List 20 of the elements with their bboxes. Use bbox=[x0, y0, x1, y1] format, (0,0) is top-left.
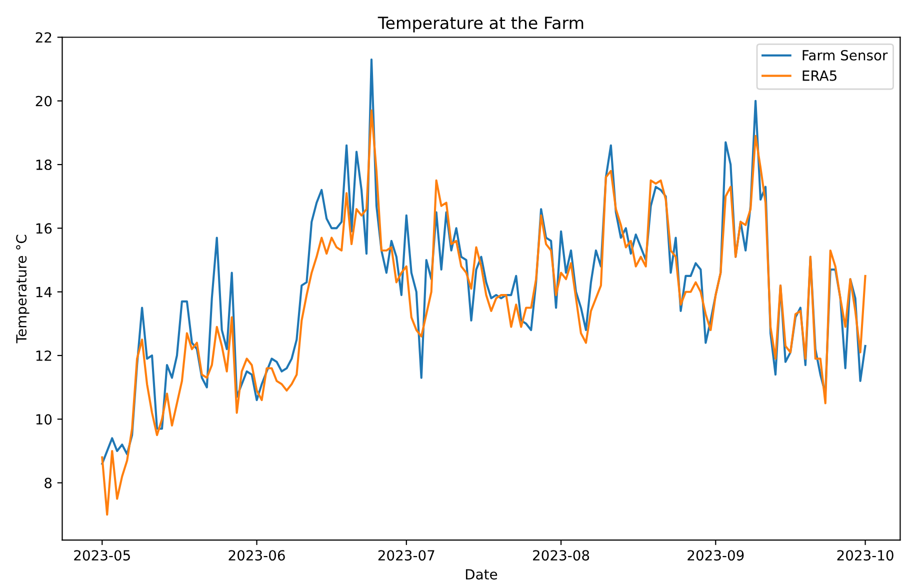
y-tick-label: 12 bbox=[36, 350, 52, 361]
x-tick-label: 2023-08 bbox=[533, 550, 590, 561]
x-tick-label: 2023-06 bbox=[228, 550, 285, 561]
x-tick-label: 2023-07 bbox=[378, 550, 434, 561]
y-tick-label: 8 bbox=[44, 478, 52, 488]
x-tick-label: 2023-09 bbox=[688, 550, 744, 561]
legend-label: Farm Sensor bbox=[802, 50, 888, 60]
y-tick-label: 10 bbox=[36, 414, 52, 425]
legend-label: ERA5 bbox=[802, 70, 836, 81]
chart-title: Temperature at the Farm bbox=[378, 16, 584, 32]
y-axis-title: Temperature °C bbox=[16, 234, 30, 344]
y-tick-label: 18 bbox=[36, 160, 52, 170]
y-tick-label: 14 bbox=[36, 287, 52, 298]
y-tick-label: 22 bbox=[36, 32, 52, 43]
x-axis-title: Date bbox=[466, 569, 498, 580]
y-tick-label: 20 bbox=[36, 96, 52, 106]
x-tick-label: 2023-10 bbox=[837, 550, 894, 561]
x-tick-label: 2023-05 bbox=[74, 550, 130, 561]
y-tick-label: 16 bbox=[36, 223, 52, 234]
line-series bbox=[101, 109, 866, 516]
